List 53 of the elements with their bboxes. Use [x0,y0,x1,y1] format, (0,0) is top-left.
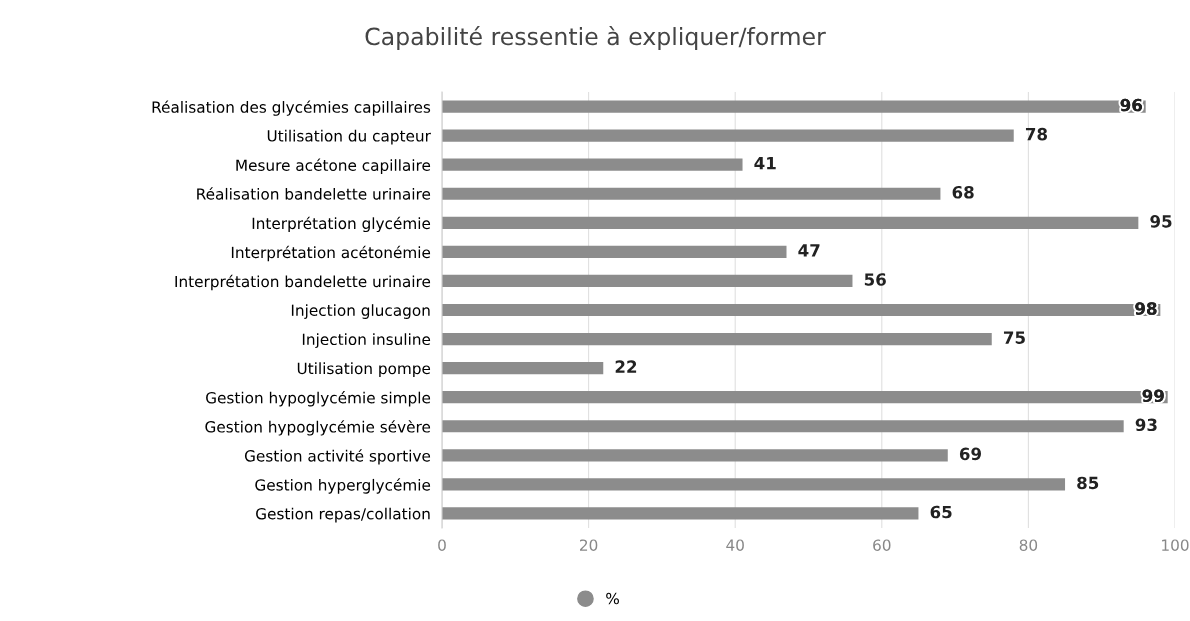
bar [442,478,1066,491]
x-tick-label: 0 [438,539,446,551]
y-tick-label: Utilisation du capteur [267,129,431,145]
data-label: 78 [1025,127,1048,141]
y-tick-label: Gestion activité sportive [244,449,431,465]
data-label: 68 [952,185,974,199]
bar [442,391,1168,404]
bar [442,507,919,520]
data-label: 98 [1135,302,1157,315]
y-tick-label: Gestion hyperglycémie [255,478,431,494]
x-tick-label: 60 [873,539,891,551]
y-tick-label: Mesure acétone capillaire [236,158,431,174]
bar [442,303,1161,317]
bar [442,245,787,258]
x-tick-label: 80 [1019,539,1038,551]
y-tick-label: Gestion hypoglycémie sévère [205,420,431,436]
y-tick-label: Réalisation bandelette urinaire [197,187,431,200]
bar [442,274,853,288]
y-tick-label: Utilisation pompe [297,362,431,378]
chart-title: Capabilité ressentie à expliquer/former [365,26,826,50]
bar [442,420,1124,433]
data-label: 93 [1135,418,1157,432]
y-tick-label: Injection insuline [302,333,431,349]
bar [442,129,1014,142]
data-label: 22 [615,360,637,373]
data-label: 47 [798,244,820,257]
data-label: 69 [959,447,982,461]
data-label: 95 [1150,215,1172,228]
y-tick-label: Réalisation des glycémies capillaires [152,100,431,116]
bar [442,449,948,462]
y-tick-label: Interprétation glycémie [252,216,431,233]
x-tick-label: 40 [726,539,744,551]
bar [442,158,743,171]
x-tick-label: 20 [580,539,598,551]
y-tick-label: Injection glucagon [291,304,430,319]
y-tick-label: Gestion hypoglycémie simple [206,391,431,407]
bar [442,187,941,200]
bar [442,332,992,346]
y-tick-label: Gestion repas/collation [256,507,430,523]
bar [442,362,604,375]
data-label: 75 [1003,331,1025,344]
y-tick-label: Interprétation acétonémie [231,245,431,262]
data-label: 65 [930,505,952,519]
bar [442,100,1146,113]
bar [442,216,1139,229]
data-label: 99 [1142,389,1164,403]
data-label: 96 [1120,98,1143,112]
data-label: 85 [1077,476,1099,490]
y-tick-label: Interprétation bandelette urinaire [175,274,431,291]
x-tick-label: 100 [1162,539,1189,551]
data-label: 41 [754,157,776,170]
legend-label: % [606,592,619,605]
data-label: 56 [864,273,886,286]
